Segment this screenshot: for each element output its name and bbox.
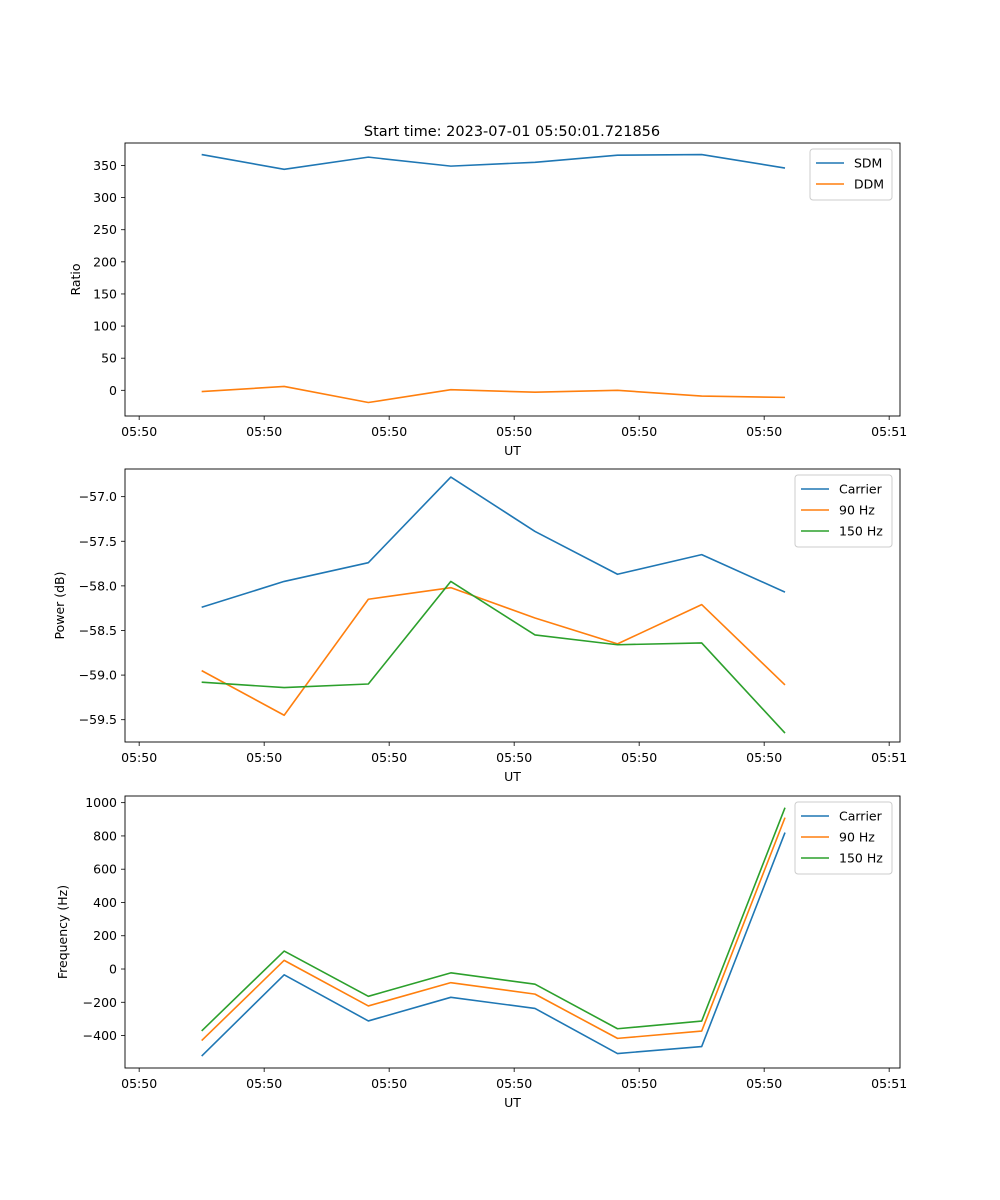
x-tick-label: 05:50 [496,424,532,439]
subplot-1: 05:50 05:50 05:50 05:50 05:50 05:50 05:51 0 50 10… [68,142,907,458]
series-line-150-hz [201,807,786,1032]
y-tick-label: 100 [93,319,117,334]
x-tick-label: 05:50 [746,750,782,765]
x-tick-label: 05:50 [371,424,407,439]
x-axis-label: UT [504,443,521,458]
legend-label: Carrier [839,482,883,497]
x-tick-label: 05:50 [621,1076,657,1091]
legend-label: 150 Hz [839,524,883,539]
legend-label: SDM [854,156,882,171]
series-line-ddm [201,385,786,404]
series-line-90-hz [201,817,786,1042]
x-tick-label: 05:50 [371,1076,407,1091]
x-tick-label: 05:50 [496,1076,532,1091]
series-line-sdm [201,153,786,171]
series-line-90-hz [201,586,786,717]
x-tick-label: 05:50 [121,424,157,439]
legend-label: 90 Hz [839,830,875,845]
x-tick-label: 05:50 [246,424,282,439]
legend-label: Carrier [839,809,883,824]
y-tick-label: −58.5 [79,623,117,638]
legend-label: 90 Hz [839,503,875,518]
y-tick-label: 800 [93,828,117,843]
legend: Carrier 90 Hz 150 Hz [794,801,893,875]
axes-frame [124,795,901,1069]
y-axis-label: Ratio [68,263,83,295]
x-tick-label: 05:50 [121,750,157,765]
subplot-2: 05:50 05:50 05:50 05:50 05:50 05:50 05:51 −59.5… [52,468,907,784]
series-line-carrier [201,476,786,609]
x-tick-label: 05:50 [246,750,282,765]
legend-box [809,148,893,201]
x-tick-label: 05:50 [746,1076,782,1091]
x-axis-label: UT [504,769,521,784]
y-tick-label: 300 [93,190,117,205]
legend: SDM DDM [809,148,893,201]
legend-box [794,801,893,875]
chart-title: Start time: 2023-07-01 05:50:01.721856 [364,124,660,140]
y-axis-label: Frequency (Hz) [55,885,70,979]
subplot-3: 05:50 05:50 05:50 05:50 05:50 05:50 05:51 −400 −… [55,795,907,1110]
x-tick-label: 05:51 [871,424,907,439]
legend-box [794,474,893,548]
x-tick-label: 05:50 [371,750,407,765]
legend: Carrier 90 Hz 150 Hz [794,474,893,548]
y-tick-label: −59.0 [79,668,117,683]
legend-label: 150 Hz [839,851,883,866]
x-tick-label: 05:51 [871,750,907,765]
y-tick-label: 0 [109,383,117,398]
y-axis-label: Power (dB) [52,571,67,639]
x-axis-label: UT [504,1095,521,1110]
y-tick-label: 0 [109,962,117,977]
x-tick-label: 05:50 [621,424,657,439]
legend-label: DDM [854,177,884,192]
series-line-150-hz [201,580,786,734]
y-tick-label: 1000 [85,795,117,810]
y-tick-label: 400 [93,895,117,910]
y-tick-label: 350 [93,158,117,173]
y-tick-label: −57.5 [79,534,117,549]
x-tick-label: 05:50 [621,750,657,765]
x-tick-label: 05:50 [121,1076,157,1091]
y-tick-label: −59.5 [79,712,117,727]
y-tick-label: 250 [93,222,117,237]
y-tick-label: −58.0 [79,578,117,593]
y-tick-label: 150 [93,286,117,301]
y-tick-label: −200 [83,995,117,1010]
y-tick-label: −57.0 [79,489,117,504]
x-tick-label: 05:50 [746,424,782,439]
x-tick-label: 05:50 [496,750,532,765]
y-tick-label: 200 [93,254,117,269]
y-tick-label: 600 [93,862,117,877]
series-line-carrier [201,832,786,1057]
x-tick-label: 05:50 [246,1076,282,1091]
y-tick-label: −400 [83,1028,117,1043]
axes-frame [124,142,901,417]
x-tick-label: 05:51 [871,1076,907,1091]
axes-frame [124,468,901,743]
y-tick-label: 50 [101,351,117,366]
y-tick-label: 200 [93,928,117,943]
